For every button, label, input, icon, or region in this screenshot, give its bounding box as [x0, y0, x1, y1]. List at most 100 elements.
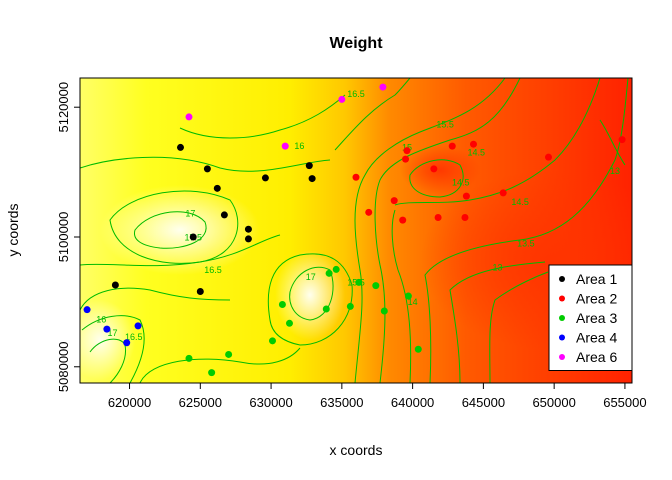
contour-line	[267, 253, 353, 346]
contour-line	[139, 347, 301, 383]
point-area-1	[213, 184, 221, 192]
point-area-1	[111, 281, 119, 289]
point-area-3	[380, 307, 388, 315]
legend-marker	[559, 315, 565, 321]
point-area-2	[399, 216, 407, 224]
point-area-4	[83, 306, 91, 314]
contour-line	[449, 261, 546, 383]
point-area-6	[338, 95, 346, 103]
data-points	[83, 83, 626, 377]
point-area-3	[268, 337, 276, 345]
point-area-1	[308, 175, 316, 183]
point-area-3	[325, 269, 333, 277]
point-area-2	[462, 192, 470, 200]
contour-label: 17	[185, 209, 195, 219]
point-area-2	[403, 147, 411, 155]
contour-line	[80, 234, 281, 267]
legend-entry: Area 3	[576, 310, 617, 326]
x-tick-label: 625000	[179, 395, 222, 410]
y-tick-label: 5120000	[56, 82, 71, 133]
plot-frame	[79, 77, 633, 384]
x-tick-label: 640000	[391, 395, 434, 410]
contour-line	[179, 94, 346, 139]
point-area-4	[123, 339, 131, 347]
contour-line	[409, 159, 464, 198]
point-area-1	[203, 165, 211, 173]
point-area-4	[134, 322, 142, 330]
point-area-3	[404, 292, 412, 300]
point-area-1	[189, 233, 197, 241]
y-axis-label: y coords	[5, 204, 21, 257]
point-area-2	[430, 165, 438, 173]
point-area-2	[434, 214, 442, 222]
legend-entry: Area 2	[576, 291, 617, 307]
legend-marker	[559, 334, 565, 341]
contour-label: 17	[108, 328, 118, 338]
contour-line	[334, 78, 411, 151]
point-area-3	[355, 278, 363, 286]
point-area-3	[346, 302, 354, 310]
heatmap-surface	[80, 78, 632, 383]
point-area-4	[103, 325, 111, 333]
legend-marker	[559, 354, 565, 360]
x-tick-label: 620000	[108, 395, 151, 410]
point-area-2	[618, 136, 626, 144]
point-area-3	[332, 265, 340, 273]
contour-line	[133, 211, 207, 249]
y-axis: 5080000 5100000 5120000	[56, 82, 80, 392]
contour-line	[289, 266, 334, 321]
point-area-2	[461, 214, 469, 222]
point-area-3	[322, 305, 330, 313]
contour-line	[80, 287, 231, 311]
contour-label: 14	[408, 297, 418, 307]
point-area-3	[185, 354, 193, 362]
contour-label: 16	[294, 141, 304, 151]
contour-line	[394, 78, 601, 206]
contour-label-layer: 1716.5161717.516.51616.51715.51515.514.5…	[96, 89, 620, 342]
contour-line	[489, 271, 549, 383]
contour-label: 16.5	[125, 332, 143, 342]
y-tick-label: 5100000	[56, 212, 71, 263]
point-area-2	[544, 153, 552, 161]
point-area-2	[499, 189, 507, 197]
point-area-2	[448, 142, 456, 150]
contour-label: 13	[493, 262, 503, 272]
contour-label: 14.5	[511, 197, 529, 207]
point-area-2	[469, 140, 477, 148]
contour-line	[599, 119, 626, 166]
legend-marker	[559, 276, 565, 282]
point-area-1	[176, 143, 184, 151]
point-area-1	[244, 235, 252, 243]
x-axis: 620000 625000 630000 635000 640000 645000 6500…	[108, 383, 647, 410]
point-area-1	[244, 225, 252, 233]
contour-label: 13	[610, 166, 620, 176]
point-area-6	[185, 113, 193, 121]
x-tick-label: 630000	[249, 395, 292, 410]
contour-label: 16.5	[347, 89, 365, 99]
point-area-3	[208, 369, 216, 377]
contour-label: 16	[96, 314, 106, 324]
contour-label: 17	[306, 272, 316, 282]
contour-line	[391, 209, 412, 383]
point-area-3	[372, 282, 380, 290]
contour-lines	[80, 78, 629, 383]
point-area-1	[305, 162, 313, 170]
point-area-2	[402, 155, 410, 163]
legend-entry: Area 4	[576, 330, 617, 346]
point-area-3	[225, 350, 233, 358]
point-area-3	[285, 319, 293, 327]
point-area-3	[278, 300, 286, 308]
contour-label: 15.5	[436, 120, 454, 130]
x-tick-label: 650000	[532, 395, 575, 410]
contour-line	[374, 78, 521, 383]
point-area-1	[196, 288, 204, 295]
point-area-2	[352, 173, 360, 181]
legend: Area 1 Area 2 Area 3 Area 4 Area 6	[548, 264, 633, 371]
contour-label: 16.5	[204, 265, 222, 275]
point-area-2	[365, 208, 373, 216]
legend-marker	[559, 295, 565, 302]
contour-line	[354, 78, 506, 383]
contour-line	[80, 156, 331, 172]
chart-title: Weight	[329, 35, 383, 52]
